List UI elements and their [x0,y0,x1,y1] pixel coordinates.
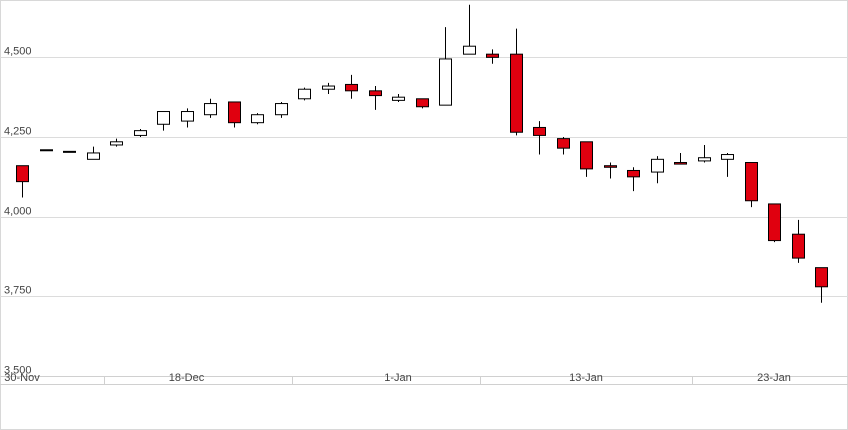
x-tick-label: 1-Jan [384,372,412,384]
candle [651,156,664,184]
candle-body-up [87,152,100,160]
candle [439,27,452,106]
tick-labels: 3,500 3,750 4,000 4,250 4,500 30-Nov 18-Dec 1-J… [4,46,791,385]
candle-body-up [698,157,711,162]
candles [16,4,828,303]
candle-body-up [721,154,734,160]
candle-body-up [110,141,123,146]
candle-body-down [510,53,523,133]
candle [87,146,100,160]
y-tick-label: 3,750 [4,285,32,297]
candle-body-down [674,162,687,165]
candle [40,149,53,152]
candle [463,4,476,55]
y-tick-label: 4,250 [4,126,32,138]
candle-body-down [580,141,593,170]
y-tick-label: 4,500 [4,46,32,58]
x-tick-label: 13-Jan [569,372,603,384]
candle [298,87,311,101]
candle-body-up [439,58,452,106]
candle-body-up [181,111,194,122]
candle [16,165,29,198]
candle-body-up [63,150,76,153]
candle [134,129,147,138]
candle [416,98,429,109]
x-tick-label: 18-Dec [169,372,205,384]
candle-body-down [369,90,382,97]
candle-body-down [16,165,29,183]
candle-body-down [486,53,499,58]
candle-body-down [815,267,828,288]
candle [580,141,593,177]
candle-body-down [768,203,781,242]
candle-body-up [651,158,664,173]
candle-body-down [627,169,640,178]
candle-body-up [134,130,147,136]
candle [745,162,758,208]
candle-body-up [322,85,335,90]
candle [674,152,687,165]
candle [181,108,194,128]
candle [486,49,499,64]
candle [698,144,711,163]
candle-body-down [228,101,241,124]
candle [345,74,358,99]
candle-body-up [275,103,288,116]
candle-body-up [463,45,476,55]
candle-body-up [157,111,170,125]
candle-body-down [745,162,758,202]
candle [369,86,382,110]
y-tick-label: 4,000 [4,206,32,218]
candle [768,203,781,243]
y-tick-label: 3,500 [4,365,32,377]
candle-body-up [40,149,53,152]
candle-body-up [251,114,264,124]
candle-body-down [533,126,546,136]
x-tick-label: 23-Jan [757,372,791,384]
candle [721,152,734,177]
candle [557,137,570,155]
candle [228,101,241,128]
candle-body-down [345,83,358,92]
candle-body-up [298,88,311,100]
candle [110,138,123,147]
candle [63,150,76,153]
candle [251,113,264,125]
candle [322,82,335,94]
candle [157,111,170,131]
x-axis [0,376,848,385]
candle-body-up [204,103,217,116]
candle [792,219,805,263]
candle-body-down [557,138,570,149]
candle [815,267,828,303]
candle-body-down [604,165,617,168]
candle [533,121,546,155]
candle [204,98,217,118]
candle [275,101,288,118]
candle-body-up [392,96,405,101]
candle-body-down [416,98,429,108]
candle [392,94,405,102]
candle [510,28,523,136]
candle [627,167,640,192]
candle-body-down [792,233,805,259]
x-tick-label: 30-Nov [4,372,40,384]
candle [604,162,617,179]
